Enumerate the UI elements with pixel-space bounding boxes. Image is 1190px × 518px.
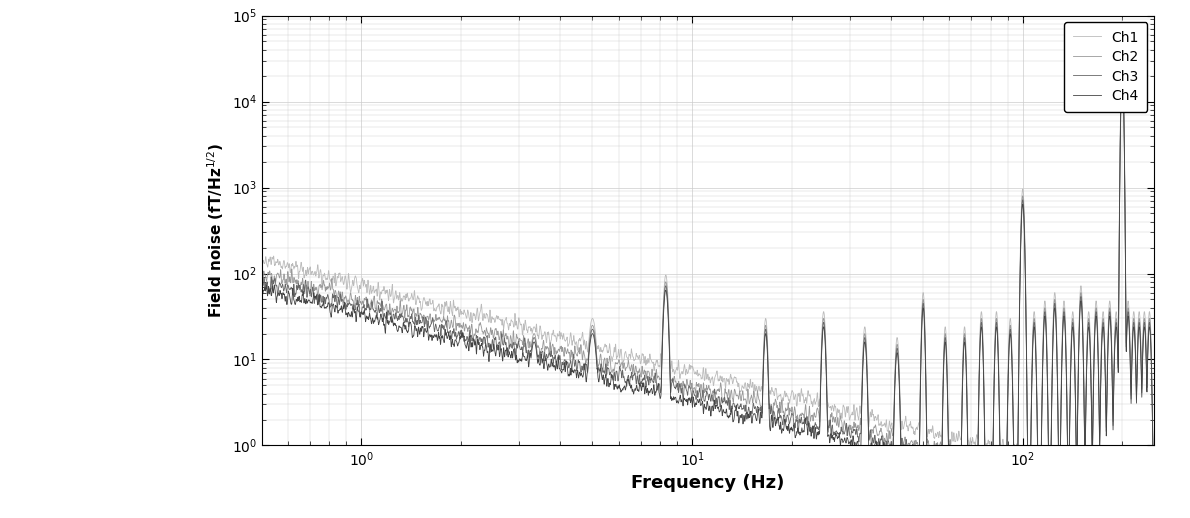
Ch2 [1147, 483, 1161, 489]
Legend: Ch1, Ch2, Ch3, Ch4: Ch1, Ch2, Ch3, Ch4 [1064, 22, 1147, 112]
Ch3 [255, 272, 269, 278]
Ch3 [1146, 487, 1160, 493]
Ch1 [790, 402, 804, 409]
Ch1 [416, 294, 431, 300]
Ch1 [989, 317, 1003, 323]
Ch3 [416, 319, 431, 325]
Ch2 [1115, 57, 1129, 64]
Ch1 [255, 254, 269, 261]
Ch1 [921, 430, 935, 437]
Ch3 [596, 367, 610, 373]
Ch4 [416, 333, 431, 339]
Ch3 [1147, 482, 1161, 488]
Ch2 [416, 312, 431, 318]
Ch4 [1022, 488, 1036, 495]
Ch1 [1115, 51, 1129, 57]
Ch4 [835, 436, 850, 442]
X-axis label: Frequency (Hz): Frequency (Hz) [632, 474, 784, 493]
Line: Ch2: Ch2 [262, 61, 1154, 486]
Line: Ch1: Ch1 [262, 54, 1154, 467]
Ch2 [835, 423, 850, 429]
Ch2 [989, 324, 1003, 330]
Ch3 [835, 428, 850, 435]
Ch3 [1115, 62, 1129, 68]
Ch4 [1147, 480, 1161, 486]
Ch4 [921, 462, 935, 468]
Ch3 [989, 328, 1003, 334]
Ch4 [596, 373, 610, 380]
Ch3 [790, 416, 804, 423]
Ch2 [921, 440, 935, 446]
Y-axis label: Field noise (fT/Hz$^{1/2}$): Field noise (fT/Hz$^{1/2}$) [206, 143, 226, 318]
Ch2 [596, 369, 610, 375]
Ch1 [1147, 459, 1161, 465]
Ch4 [989, 332, 1003, 338]
Ch4 [790, 429, 804, 435]
Ch1 [1044, 464, 1058, 470]
Line: Ch4: Ch4 [262, 69, 1154, 492]
Ch2 [790, 415, 804, 422]
Ch3 [921, 454, 935, 461]
Ch1 [596, 348, 610, 354]
Ch4 [255, 286, 269, 293]
Ch1 [835, 414, 850, 420]
Ch2 [255, 275, 269, 281]
Line: Ch3: Ch3 [262, 65, 1154, 490]
Ch4 [1115, 66, 1129, 72]
